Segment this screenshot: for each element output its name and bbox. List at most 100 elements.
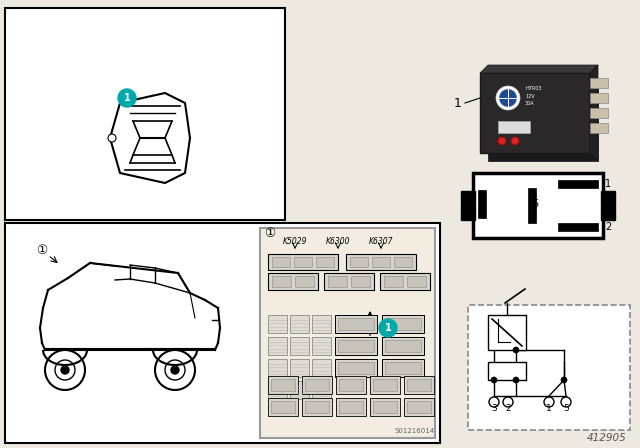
Bar bbox=[488, 362, 526, 380]
Bar bbox=[590, 108, 608, 118]
Bar bbox=[488, 315, 526, 350]
Text: K6307: K6307 bbox=[369, 237, 393, 246]
Circle shape bbox=[503, 397, 513, 407]
Circle shape bbox=[513, 377, 519, 383]
Bar bbox=[385, 318, 421, 330]
Text: 1: 1 bbox=[605, 179, 611, 189]
Circle shape bbox=[118, 89, 136, 107]
Bar bbox=[473, 173, 603, 238]
Polygon shape bbox=[480, 65, 598, 73]
Bar bbox=[335, 359, 377, 377]
Circle shape bbox=[45, 350, 85, 390]
Bar bbox=[461, 191, 475, 205]
Bar bbox=[338, 340, 374, 352]
Bar bbox=[528, 188, 536, 223]
Text: 3: 3 bbox=[491, 404, 497, 413]
Bar bbox=[290, 315, 309, 333]
Circle shape bbox=[55, 360, 75, 380]
Bar bbox=[268, 381, 287, 399]
Bar bbox=[382, 359, 424, 377]
Bar bbox=[294, 257, 312, 267]
Text: 1: 1 bbox=[385, 323, 392, 333]
Bar bbox=[385, 340, 421, 352]
Circle shape bbox=[379, 319, 397, 337]
Circle shape bbox=[491, 377, 497, 383]
Circle shape bbox=[499, 89, 517, 107]
Bar bbox=[271, 379, 295, 391]
Circle shape bbox=[108, 134, 116, 142]
Text: K5029: K5029 bbox=[283, 237, 307, 246]
Bar bbox=[394, 257, 412, 267]
Bar bbox=[290, 381, 309, 399]
Text: 1: 1 bbox=[454, 96, 462, 109]
Bar bbox=[316, 257, 334, 267]
Bar bbox=[498, 121, 530, 133]
Bar bbox=[346, 254, 416, 270]
Bar bbox=[260, 228, 435, 438]
Bar bbox=[372, 257, 390, 267]
Bar bbox=[336, 398, 366, 416]
Bar bbox=[373, 379, 397, 391]
Bar bbox=[590, 123, 608, 133]
Circle shape bbox=[496, 86, 520, 110]
Text: S01216014: S01216014 bbox=[395, 428, 435, 434]
Text: 5: 5 bbox=[563, 404, 569, 413]
Bar bbox=[335, 337, 377, 355]
Circle shape bbox=[171, 366, 179, 374]
Bar bbox=[351, 276, 370, 287]
Bar bbox=[339, 379, 363, 391]
Bar bbox=[404, 398, 434, 416]
Circle shape bbox=[561, 377, 567, 383]
Bar bbox=[5, 8, 285, 220]
Bar bbox=[290, 337, 309, 355]
Bar bbox=[268, 359, 287, 377]
Text: 5: 5 bbox=[532, 199, 538, 209]
Text: 30A: 30A bbox=[525, 100, 534, 105]
Bar bbox=[370, 398, 400, 416]
Bar bbox=[268, 254, 338, 270]
Circle shape bbox=[513, 347, 519, 353]
Bar bbox=[339, 401, 363, 413]
Bar bbox=[305, 401, 329, 413]
Text: ①: ① bbox=[36, 244, 47, 257]
Bar bbox=[488, 81, 598, 161]
Text: 1: 1 bbox=[546, 404, 552, 413]
Bar bbox=[370, 376, 400, 394]
Bar bbox=[312, 315, 331, 333]
Bar bbox=[268, 315, 287, 333]
Bar bbox=[336, 376, 366, 394]
Bar bbox=[480, 73, 590, 153]
Bar bbox=[461, 206, 475, 220]
Bar bbox=[407, 401, 431, 413]
Text: H7R03: H7R03 bbox=[525, 86, 541, 90]
Text: 1: 1 bbox=[124, 93, 131, 103]
Circle shape bbox=[165, 360, 185, 380]
Bar bbox=[601, 206, 615, 220]
Bar bbox=[407, 276, 426, 287]
Bar bbox=[268, 376, 298, 394]
Bar bbox=[384, 276, 403, 287]
Bar bbox=[290, 359, 309, 377]
Text: 412905: 412905 bbox=[587, 433, 627, 443]
Bar bbox=[328, 276, 347, 287]
Bar bbox=[324, 273, 374, 290]
Bar bbox=[5, 223, 440, 443]
Bar bbox=[312, 381, 331, 399]
Bar bbox=[295, 276, 314, 287]
Bar bbox=[271, 401, 295, 413]
Bar bbox=[268, 398, 298, 416]
Circle shape bbox=[544, 397, 554, 407]
Bar bbox=[338, 362, 374, 374]
Bar bbox=[338, 318, 374, 330]
Bar bbox=[404, 376, 434, 394]
Text: 3: 3 bbox=[464, 199, 470, 209]
Bar bbox=[558, 223, 598, 231]
Bar bbox=[268, 337, 287, 355]
Bar bbox=[272, 257, 290, 267]
Circle shape bbox=[61, 366, 69, 374]
Bar bbox=[590, 78, 608, 88]
Bar bbox=[380, 273, 430, 290]
Bar bbox=[382, 337, 424, 355]
Bar bbox=[302, 398, 332, 416]
Bar bbox=[373, 401, 397, 413]
